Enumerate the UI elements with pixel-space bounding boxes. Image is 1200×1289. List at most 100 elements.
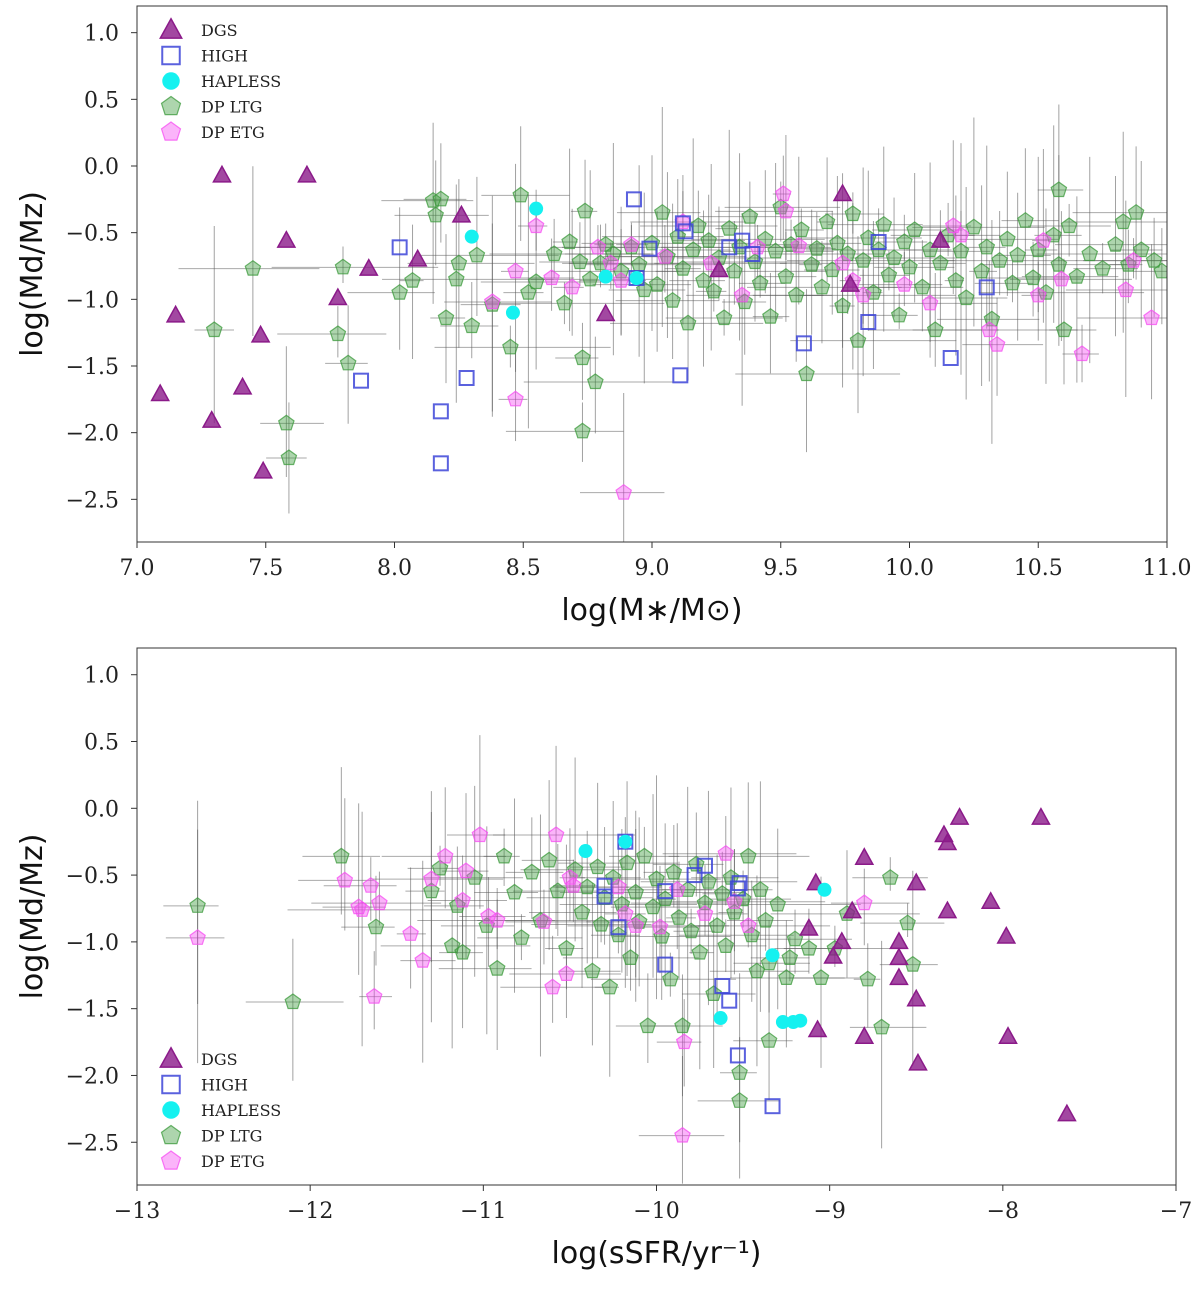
point-dp-etg xyxy=(565,877,582,893)
legend-marker-dgs xyxy=(159,17,183,39)
y-tick-label: 0.5 xyxy=(84,88,119,113)
legend-label: HIGH xyxy=(201,47,248,66)
point-dp-ltg xyxy=(468,246,486,263)
point-high xyxy=(672,367,689,384)
point-dp-ltg xyxy=(808,239,826,256)
point-dp-ltg xyxy=(367,918,385,935)
point-dp-ltg xyxy=(859,970,877,987)
y-axis-label: log(Md/Mz) xyxy=(15,834,50,1000)
point-high xyxy=(596,877,613,894)
point-dp-ltg xyxy=(854,251,872,268)
point-high xyxy=(860,314,877,330)
top-panel: 7.0 7.5 8.0 8.5 9.0 9.5 10.0 10.5 11.0 1.0 0.5 0.0 −… xyxy=(15,5,1192,628)
point-dp-ltg xyxy=(545,245,563,262)
point-dp-ltg xyxy=(881,869,899,885)
point-dp-ltg xyxy=(705,282,723,299)
point-dp-ltg xyxy=(466,869,484,885)
point-dp-ltg xyxy=(1081,245,1099,262)
point-dp-ltg xyxy=(512,186,530,203)
point-dp-ltg xyxy=(1114,213,1132,230)
point-dp-ltg xyxy=(244,259,262,276)
point-hapless xyxy=(817,882,832,897)
y-tick-label: 0.5 xyxy=(84,731,119,756)
legend-label: DP ETG xyxy=(201,1152,265,1171)
point-dp-ltg xyxy=(277,414,295,431)
point-dp-ltg xyxy=(648,275,666,292)
point-dp-ltg xyxy=(978,238,996,255)
point-dgs xyxy=(937,900,958,919)
x-tick-label: 11.0 xyxy=(1143,556,1192,581)
point-dp-ltg xyxy=(639,1017,657,1034)
x-tick-label: 10.0 xyxy=(885,556,934,581)
point-dp-etg xyxy=(702,254,720,271)
point-dp-etg xyxy=(563,278,581,295)
point-dp-ltg xyxy=(334,258,352,275)
point-dp-ltg xyxy=(447,270,465,287)
point-dp-ltg xyxy=(1050,181,1068,198)
point-dgs xyxy=(840,274,861,292)
point-dp-ltg xyxy=(670,909,688,925)
point-dp-etg xyxy=(921,294,939,311)
point-high xyxy=(432,403,449,420)
point-dp-ltg xyxy=(571,253,589,270)
point-dgs xyxy=(250,324,271,343)
point-dgs xyxy=(328,287,348,306)
point-dp-ltg xyxy=(700,231,718,248)
point-dgs xyxy=(799,917,819,936)
point-dp-etg xyxy=(336,871,354,888)
series-dgs xyxy=(150,164,951,479)
point-hapless xyxy=(505,305,520,320)
x-tick-label: 10.5 xyxy=(1014,556,1063,581)
point-dp-ltg xyxy=(767,242,784,259)
point-dp-ltg xyxy=(644,898,662,915)
point-dp-ltg xyxy=(488,959,506,976)
legend-marker-high xyxy=(161,45,181,66)
legend-marker-hapless xyxy=(162,1101,180,1119)
point-dp-etg xyxy=(561,869,579,885)
point-dgs xyxy=(165,304,186,323)
point-dp-etg xyxy=(980,321,998,338)
point-dp-ltg xyxy=(873,1018,890,1035)
point-high xyxy=(721,992,738,1009)
point-dp-ltg xyxy=(792,221,810,238)
point-high xyxy=(391,239,408,256)
legend-label: DGS xyxy=(201,21,238,40)
point-dgs xyxy=(980,891,1001,910)
point-dp-etg xyxy=(535,913,553,929)
point-dgs xyxy=(150,383,170,402)
point-dp-ltg xyxy=(612,262,630,279)
point-dp-ltg xyxy=(700,873,717,889)
point-dp-ltg xyxy=(1004,274,1021,291)
point-dp-ltg xyxy=(895,233,913,250)
point-dp-ltg xyxy=(431,859,449,876)
point-dp-ltg xyxy=(914,278,931,295)
point-dp-ltg xyxy=(991,251,1008,268)
point-dp-ltg xyxy=(973,262,990,279)
x-tick-label: 7.0 xyxy=(120,556,155,581)
point-dp-ltg xyxy=(965,218,983,235)
point-dp-ltg xyxy=(1024,269,1042,286)
point-high xyxy=(657,956,674,973)
point-dgs xyxy=(807,1019,828,1038)
x-tick-label: 7.5 xyxy=(248,556,283,581)
point-dp-ltg xyxy=(875,215,893,232)
point-dgs xyxy=(930,230,951,248)
point-dgs xyxy=(832,183,853,202)
point-dp-ltg xyxy=(423,882,440,899)
point-dp-ltg xyxy=(682,922,700,939)
point-dp-ltg xyxy=(589,858,606,875)
point-dp-ltg xyxy=(581,270,599,287)
point-hapless xyxy=(765,948,780,963)
point-dp-ltg xyxy=(1050,255,1068,272)
point-dgs xyxy=(937,832,958,851)
point-dp-etg xyxy=(371,894,388,911)
point-high xyxy=(734,232,751,249)
point-dgs xyxy=(908,1052,928,1071)
point-dp-etg xyxy=(589,238,607,255)
point-dp-ltg xyxy=(653,203,671,220)
point-dp-etg xyxy=(651,918,669,935)
point-dp-etg xyxy=(1073,345,1091,362)
point-dp-ltg xyxy=(751,274,769,291)
series-dp-ltg xyxy=(205,181,1167,466)
y-tick-label: −0.5 xyxy=(66,864,119,889)
